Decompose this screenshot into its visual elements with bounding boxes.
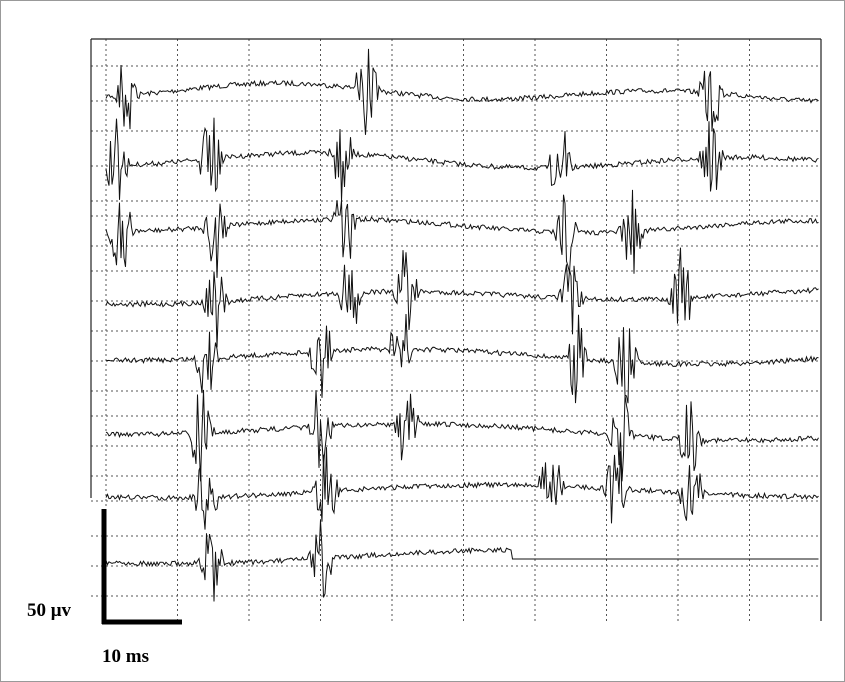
trace [105,447,819,530]
traces [105,48,819,602]
trace [105,48,819,135]
trace [105,389,819,482]
trace [105,189,819,278]
trace [105,247,819,348]
trace [105,520,819,602]
horizontal-scale-label: 10 ms [102,646,149,667]
grid [91,39,821,621]
trace [105,313,819,404]
trace [105,117,819,201]
vertical-scale-label: 50 μv [27,600,72,621]
